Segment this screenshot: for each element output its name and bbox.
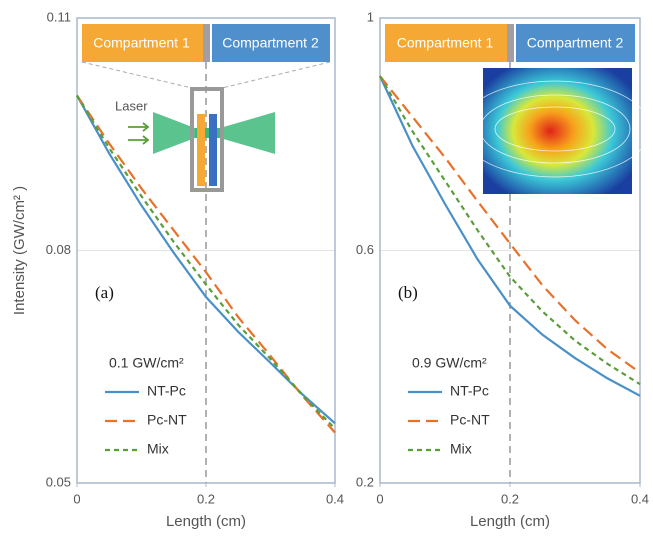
heatmap-contour	[459, 80, 651, 178]
legend-label: NT-Pc	[147, 383, 186, 399]
laser-beam	[220, 112, 275, 154]
compartment-label: Compartment 2	[222, 35, 319, 51]
laser-label: Laser	[115, 98, 148, 113]
legend-title: 0.1 GW/cm²	[109, 355, 184, 371]
compartment-label: Compartment 1	[397, 35, 494, 51]
x-tick-label: 0.4	[326, 491, 344, 506]
legend-label: NT-Pc	[450, 383, 489, 399]
zoom-line	[81, 61, 193, 89]
beam-core	[195, 128, 220, 138]
series-line	[76, 94, 336, 434]
series-line	[76, 94, 336, 430]
heatmap-contour	[479, 94, 631, 164]
legend-title: 0.9 GW/cm²	[412, 355, 487, 371]
legend-label: Mix	[450, 441, 472, 457]
y-tick-label: 0.05	[46, 474, 71, 489]
cuvette-2	[209, 114, 217, 186]
compartment-label: Compartment 1	[93, 35, 190, 51]
x-tick-label: 0	[376, 491, 383, 506]
cuvette-frame	[190, 87, 224, 192]
x-axis-label: Length (cm)	[166, 513, 246, 530]
y-tick-label: 0.11	[47, 9, 71, 24]
x-tick-label: 0.2	[501, 491, 519, 506]
y-tick-label: 0.6	[356, 242, 374, 257]
compartment-box	[212, 24, 330, 62]
zoom-line	[221, 61, 331, 89]
heatmap-inset	[483, 68, 632, 194]
y-tick-label: 0.2	[356, 474, 374, 489]
y-axis-label: Intensity (GW/cm² )	[11, 186, 28, 315]
series-line	[379, 75, 641, 386]
y-tick-label: 0.08	[46, 242, 71, 257]
legend-label: Pc-NT	[450, 412, 490, 428]
panel-label: (a)	[95, 283, 114, 302]
panel-label: (b)	[398, 283, 418, 302]
compartment-divider	[507, 24, 514, 62]
compartment-box	[516, 24, 635, 62]
heatmap-contour	[494, 106, 616, 152]
x-tick-label: 0	[73, 491, 80, 506]
laser-beam	[153, 112, 195, 154]
cuvette-1	[197, 114, 205, 186]
series-line	[379, 75, 641, 397]
compartment-box	[82, 24, 203, 62]
compartment-label: Compartment 2	[527, 35, 624, 51]
x-axis-label: Length (cm)	[470, 513, 550, 530]
y-tick-label: 1	[367, 9, 374, 24]
compartment-box	[385, 24, 507, 62]
compartment-divider	[203, 24, 210, 62]
legend-label: Pc-NT	[147, 412, 187, 428]
legend-label: Mix	[147, 441, 169, 457]
laser-arrow	[128, 122, 150, 145]
x-tick-label: 0.2	[197, 491, 215, 506]
x-tick-label: 0.4	[631, 491, 649, 506]
